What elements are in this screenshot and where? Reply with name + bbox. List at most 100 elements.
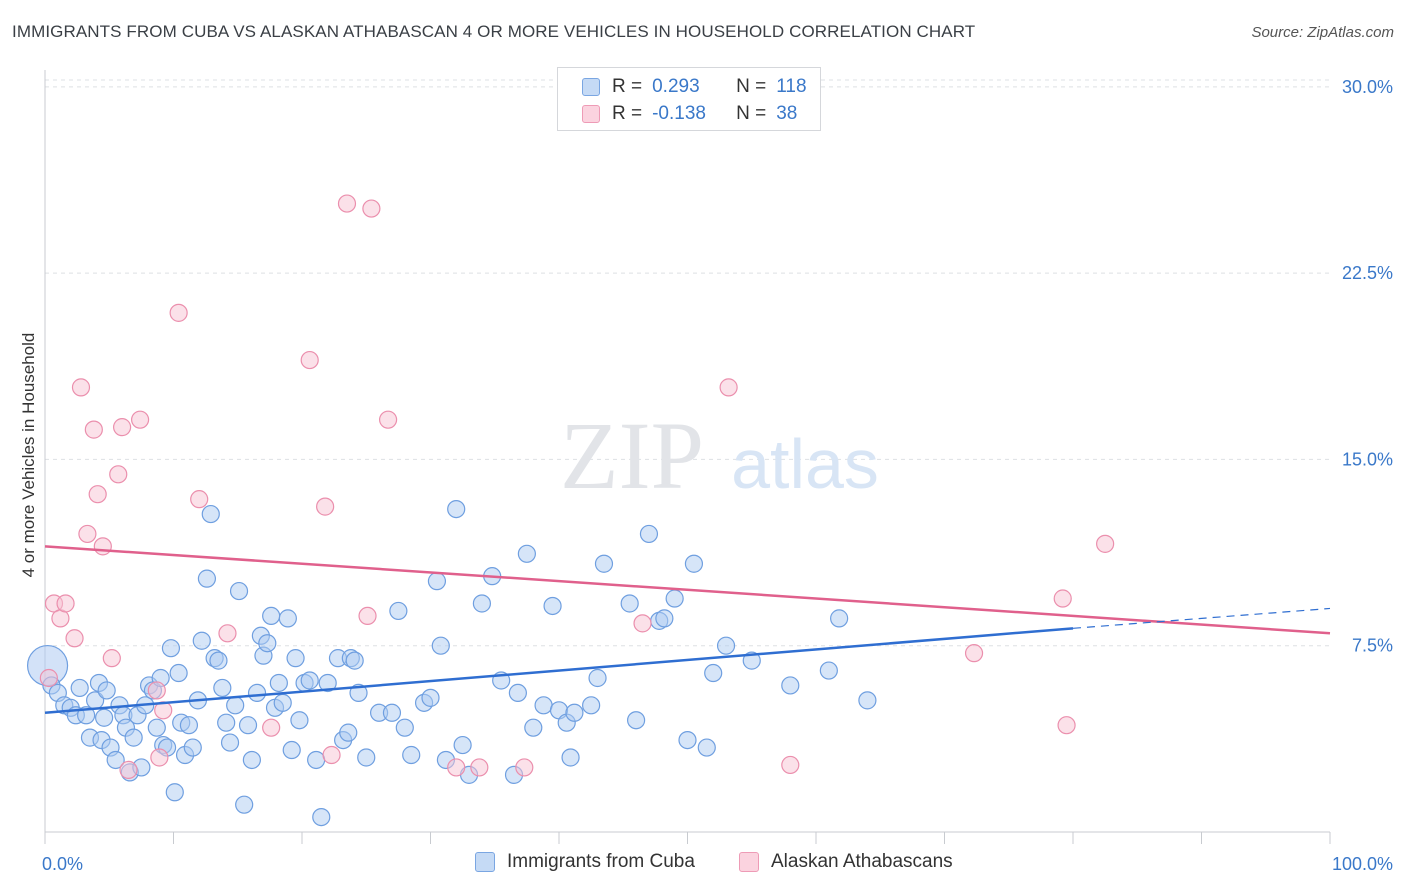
cuba-point-104 (620, 594, 639, 613)
athabascan-point-36 (1053, 589, 1072, 608)
athabascan-point-32 (633, 614, 652, 633)
athabascan-point-20 (218, 624, 237, 643)
cuba-point-111 (684, 554, 704, 573)
cuba-point-64 (300, 671, 319, 690)
x-tick-label-1: 100.0% (1332, 854, 1393, 874)
cuba-point-66 (312, 807, 331, 827)
cuba-point-36 (183, 738, 202, 757)
legend-r-label: R = (612, 103, 643, 124)
cuba-point-103 (594, 554, 614, 573)
athabascan-point-37 (1057, 716, 1076, 735)
legend-item-athabascan[interactable]: Alaskan Athabascans (739, 851, 953, 873)
cuba-point-45 (220, 733, 240, 752)
athabascan-point-33 (719, 378, 738, 397)
cuba-point-43 (213, 678, 232, 698)
cuba-point-59 (278, 609, 297, 628)
cuba-point-57 (269, 673, 288, 693)
series-athabascan-points (39, 194, 1115, 780)
athabascan-point-16 (150, 748, 169, 767)
cuba-point-112 (697, 738, 716, 757)
series-cuba-points (26, 499, 877, 827)
athabascan-point-8 (88, 485, 107, 504)
legend-label-cuba: Immigrants from Cuba (507, 851, 695, 872)
cuba-point-39 (197, 569, 217, 588)
cuba-point-88 (472, 594, 491, 613)
cuba-point-38 (192, 631, 211, 650)
legend-n-label: N = (736, 76, 767, 97)
cuba-point-32 (169, 663, 188, 683)
cuba-point-82 (427, 572, 447, 591)
athabascan-point-5 (71, 378, 91, 397)
athabascan-point-15 (147, 681, 166, 700)
athabascan-point-14 (130, 410, 150, 429)
athabascan-point-6 (78, 524, 97, 544)
cuba-point-99 (561, 748, 580, 767)
legend-swatch-blue (475, 852, 495, 872)
athabascan-point-28 (378, 410, 398, 429)
watermark-zip: ZIP (560, 402, 704, 509)
cuba-point-60 (282, 740, 301, 760)
y-tick-label-2: 22.5% (1342, 263, 1393, 283)
athabascan-point-3 (56, 594, 75, 613)
watermark-atlas: atlas (731, 425, 879, 503)
source-label: Source: ZipAtlas.com (1251, 24, 1394, 41)
athabascan-point-4 (65, 629, 84, 648)
cuba-point-70 (339, 723, 358, 742)
cuba-point-46 (226, 696, 245, 715)
cuba-point-115 (742, 651, 761, 670)
cuba-trend-line (44, 627, 1074, 715)
athabascan-point-19 (190, 490, 209, 509)
cuba-point-62 (290, 711, 309, 730)
cuba-point-49 (238, 716, 258, 735)
cuba-point-35 (179, 716, 199, 735)
cuba-point-106 (639, 524, 659, 544)
legend-n-value: 38 (776, 103, 798, 124)
legend-n-value: 118 (776, 76, 807, 97)
cuba-point-110 (678, 730, 697, 750)
athabascan-point-21 (262, 718, 281, 737)
cuba-point-83 (431, 636, 450, 655)
cuba-point-76 (382, 703, 402, 722)
legend-row-cuba: R = 0.293 N = 118 (582, 74, 807, 100)
cuba-point-26 (147, 718, 166, 737)
cuba-point-30 (161, 639, 181, 658)
cuba-point-116 (781, 676, 800, 695)
cuba-point-50 (242, 750, 261, 770)
athabascan-point-24 (322, 745, 341, 765)
cuba-point-44 (217, 713, 236, 732)
cuba-point-77 (389, 601, 408, 621)
athabascan-point-10 (102, 649, 121, 668)
cuba-point-101 (582, 696, 601, 715)
legend-swatch-pink (739, 852, 759, 872)
legend-row-athabascan: R = -0.138 N = 38 (582, 101, 797, 127)
cuba-point-119 (858, 691, 877, 710)
tick-labels: 7.5% 15.0% 22.5% 30.0% 0.0% 100.0% (42, 77, 1393, 874)
y-axis-label: 4 or more Vehicles in Household (19, 333, 38, 578)
cuba-point-79 (402, 745, 421, 765)
athabascan-point-34 (781, 755, 800, 775)
cuba-point-42 (209, 651, 228, 670)
y-tick-label-0: 7.5% (1352, 636, 1393, 656)
cuba-point-85 (447, 499, 466, 519)
athabascan-point-31 (515, 758, 534, 777)
cuba-point-108 (655, 609, 674, 628)
cuba-point-54 (258, 634, 277, 653)
cuba-point-61 (286, 649, 305, 668)
cuba-point-118 (830, 609, 849, 628)
cuba-point-48 (235, 795, 254, 814)
legend-swatch-pink (582, 105, 600, 123)
correlation-legend: R = 0.293 N = 118 R = -0.138 N = 38 (557, 67, 821, 131)
cuba-point-73 (349, 683, 368, 703)
cuba-point-67 (318, 673, 337, 693)
cuba-point-117 (819, 661, 838, 680)
series-legend: Immigrants from Cuba Alaskan Athabascans (0, 851, 1406, 877)
cuba-point-55 (262, 606, 281, 626)
athabascan-point-30 (470, 758, 489, 777)
legend-item-cuba[interactable]: Immigrants from Cuba (475, 851, 695, 873)
axes (44, 70, 1331, 844)
cuba-point-47 (229, 581, 249, 601)
athabascan-trend-line (44, 545, 1331, 635)
cuba-point-96 (543, 596, 562, 616)
trend-lines (44, 545, 1331, 715)
